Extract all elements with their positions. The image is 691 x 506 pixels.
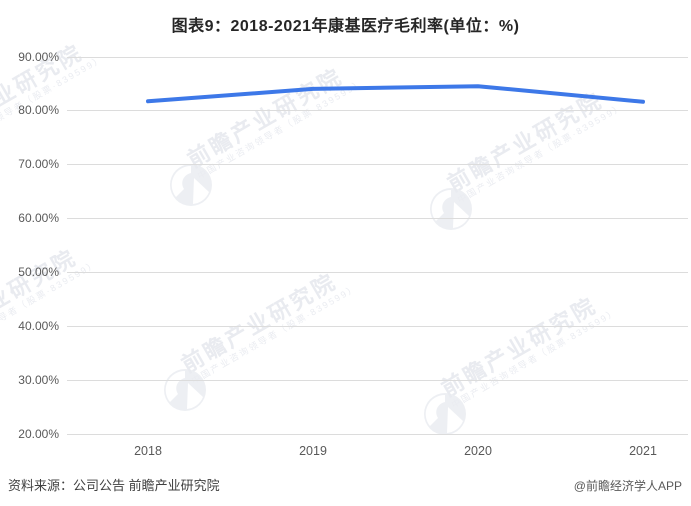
gridline [67,110,688,112]
app-credit: @前瞻经济学人APP [573,479,682,493]
gridline [67,434,688,435]
gridline [67,380,688,382]
chart-title: 图表9：2018-2021年康基医疗毛利率(单位：%) [171,18,520,35]
x-tick-label: 2019 [299,444,327,458]
y-tick-label: 40.00% [18,319,59,334]
y-tick-label: 80.00% [18,103,59,118]
y-tick-label: 30.00% [18,373,59,388]
gridline [67,164,688,166]
source-note: 资料来源：公司公告 前瞻产业研究院 [8,478,220,493]
x-tick-label: 2021 [629,444,657,458]
y-tick-label: 20.00% [18,427,59,441]
trend-line [146,84,645,104]
y-tick-label: 50.00% [18,265,59,280]
gridline [67,326,688,328]
gridline [67,272,688,274]
y-tick-label: 60.00% [18,211,59,226]
y-tick-label: 90.00% [18,49,59,64]
x-tick-label: 2018 [134,444,162,458]
y-tick-label: 70.00% [18,157,59,172]
gridline [67,218,688,220]
x-tick-label: 2020 [464,444,492,458]
gridline [67,56,688,58]
